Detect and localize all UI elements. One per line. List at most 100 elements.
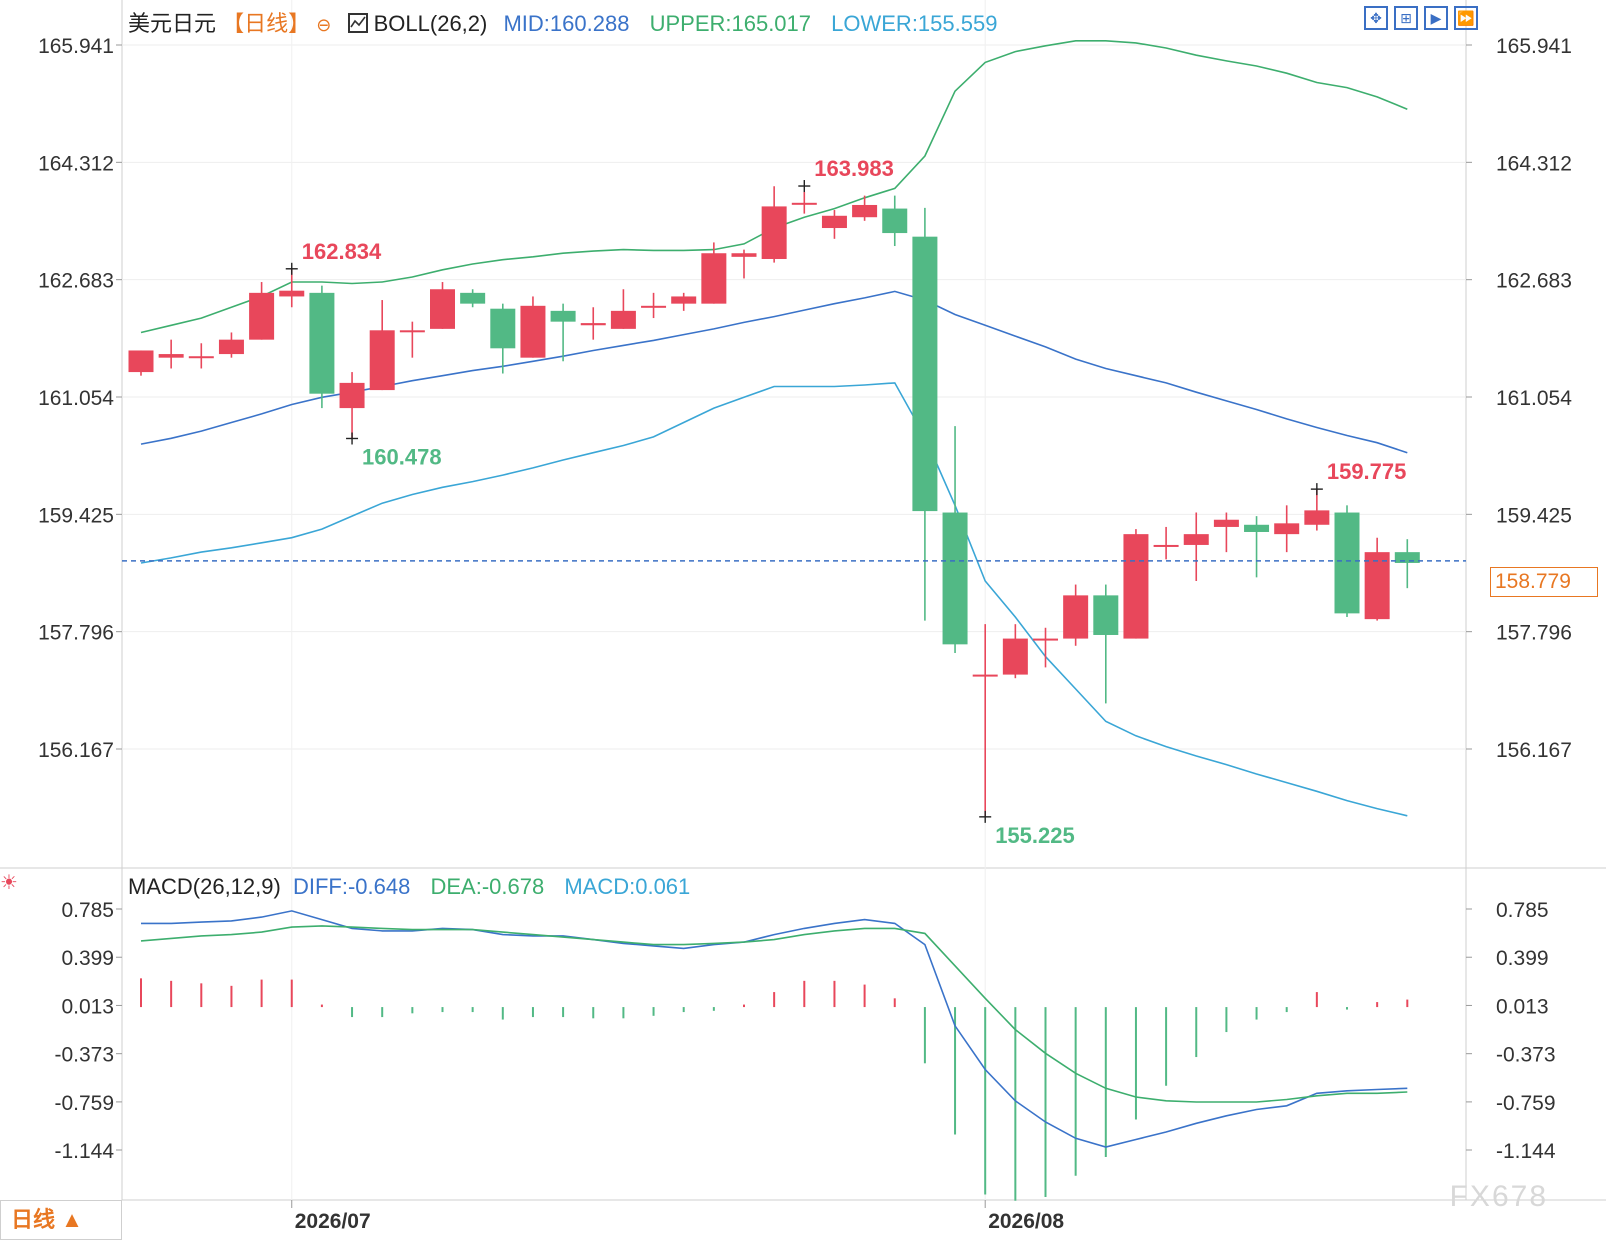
candle[interactable] — [1213, 512, 1239, 553]
candle[interactable] — [701, 242, 727, 304]
play-icon[interactable]: ▶ — [1424, 6, 1448, 30]
candle-body — [942, 512, 968, 645]
timeframe-label[interactable]: 【日线】 — [222, 11, 311, 36]
candle[interactable] — [972, 624, 998, 817]
circle-minus-icon[interactable]: ⊖ — [316, 15, 332, 35]
candle[interactable] — [1183, 512, 1209, 581]
candle-body — [1274, 523, 1300, 535]
candle[interactable] — [158, 339, 184, 369]
candle[interactable] — [912, 207, 938, 621]
candle[interactable] — [882, 195, 908, 247]
candle[interactable] — [580, 307, 606, 340]
candle-body — [852, 204, 878, 218]
y-axis-labels: 165.941 165.941 164.312 164.312 162.683 162.6… — [38, 35, 1572, 1163]
chart-toolbar: ✥ ⊞ ▶ ⏩ — [1364, 6, 1478, 30]
candle-body — [1093, 595, 1119, 635]
candle[interactable] — [731, 249, 757, 279]
candle[interactable] — [128, 350, 154, 376]
candle[interactable] — [430, 282, 455, 329]
macd-tick-label-right: 0.399 — [1496, 947, 1549, 970]
candle[interactable] — [1394, 539, 1420, 589]
candle[interactable] — [490, 303, 516, 374]
candle-body — [1334, 512, 1360, 614]
candle[interactable] — [671, 292, 697, 311]
macd-lines — [140, 910, 1408, 1148]
candle[interactable] — [791, 192, 817, 214]
watermark-logo: FX678 — [1449, 1180, 1548, 1213]
candle[interactable] — [520, 296, 546, 358]
candle[interactable] — [1364, 537, 1390, 621]
candle[interactable] — [249, 282, 275, 340]
candle-body — [339, 382, 365, 409]
macd-tick-label-right: 0.785 — [1496, 899, 1549, 922]
candle[interactable] — [1033, 627, 1058, 668]
candle-body — [791, 202, 817, 205]
boll-lower-line — [140, 382, 1408, 817]
candle-body — [158, 354, 184, 358]
candle[interactable] — [1334, 505, 1360, 617]
macd-tick-label-right: 0.013 — [1496, 995, 1549, 1018]
candle[interactable] — [369, 300, 395, 391]
candle[interactable] — [610, 289, 636, 329]
y-tick-label-right: 161.054 — [1496, 387, 1572, 410]
boll-lower-value: LOWER:155.559 — [831, 11, 998, 36]
y-tick-label-left: 162.683 — [38, 270, 114, 293]
macd-dea-line — [140, 925, 1408, 1103]
candle-body — [1304, 510, 1330, 525]
candle-body — [821, 215, 847, 229]
sun-icon[interactable]: ☀ — [0, 872, 18, 894]
y-tick-label-left: 164.312 — [38, 152, 114, 175]
chart-indicator-icon[interactable] — [347, 13, 368, 33]
candle-body — [1063, 595, 1089, 639]
candle[interactable] — [942, 426, 968, 653]
candle[interactable] — [1153, 526, 1179, 560]
candle-body — [912, 236, 938, 512]
candle[interactable] — [852, 195, 878, 221]
candle[interactable] — [1274, 505, 1300, 553]
candle[interactable] — [1002, 624, 1028, 679]
candle-body — [309, 292, 335, 394]
candle[interactable] — [188, 343, 214, 369]
y-tick-label-left: 159.425 — [38, 504, 114, 527]
timeframe-button[interactable]: 日线 ▲ — [0, 1200, 122, 1240]
y-tick-label-left: 156.167 — [38, 739, 114, 762]
candle[interactable] — [218, 332, 244, 358]
price-annotations: 162.834 160.478 163.983 155.225 159.775 — [285, 156, 1406, 848]
candle[interactable] — [309, 285, 335, 409]
zoom-fit-icon[interactable]: ⊞ — [1394, 6, 1418, 30]
candle[interactable] — [821, 210, 847, 239]
candle[interactable] — [761, 186, 787, 263]
symbol-title: 美元日元 — [128, 11, 217, 36]
candle[interactable] — [550, 303, 576, 362]
candle[interactable] — [1123, 529, 1149, 639]
candle-body — [610, 310, 636, 329]
macd-histogram[interactable] — [140, 978, 1409, 1201]
candle[interactable] — [1093, 584, 1119, 704]
y-tick-label-right: 157.796 — [1496, 622, 1572, 645]
candle[interactable] — [399, 321, 425, 358]
candle[interactable] — [279, 269, 305, 308]
candle[interactable] — [1063, 584, 1089, 646]
y-tick-label-left: 165.941 — [38, 35, 114, 58]
fast-forward-icon[interactable]: ⏩ — [1454, 6, 1478, 30]
candle[interactable] — [641, 292, 667, 319]
candle[interactable] — [1304, 488, 1330, 531]
current-price-tag: 158.779 — [1490, 567, 1598, 597]
candle-body — [430, 289, 455, 329]
candle[interactable] — [1244, 516, 1270, 578]
candle-body — [279, 290, 305, 297]
y-tick-label-right: 165.941 — [1496, 35, 1572, 58]
candle[interactable] — [460, 289, 486, 308]
macd-tick-label-right: -0.373 — [1496, 1044, 1556, 1067]
low-price-label: 160.478 — [362, 444, 442, 469]
candle-body — [460, 292, 486, 304]
candle-body — [1394, 552, 1420, 563]
candle[interactable] — [339, 372, 365, 439]
macd-tick-label-left: -0.759 — [54, 1092, 114, 1115]
candle-body — [671, 296, 697, 304]
pan-icon[interactable]: ✥ — [1364, 6, 1388, 30]
candle-body — [490, 308, 516, 349]
candlesticks[interactable] — [128, 186, 1420, 817]
candle-body — [249, 292, 275, 340]
macd-tick-label-right: -0.759 — [1496, 1092, 1556, 1115]
